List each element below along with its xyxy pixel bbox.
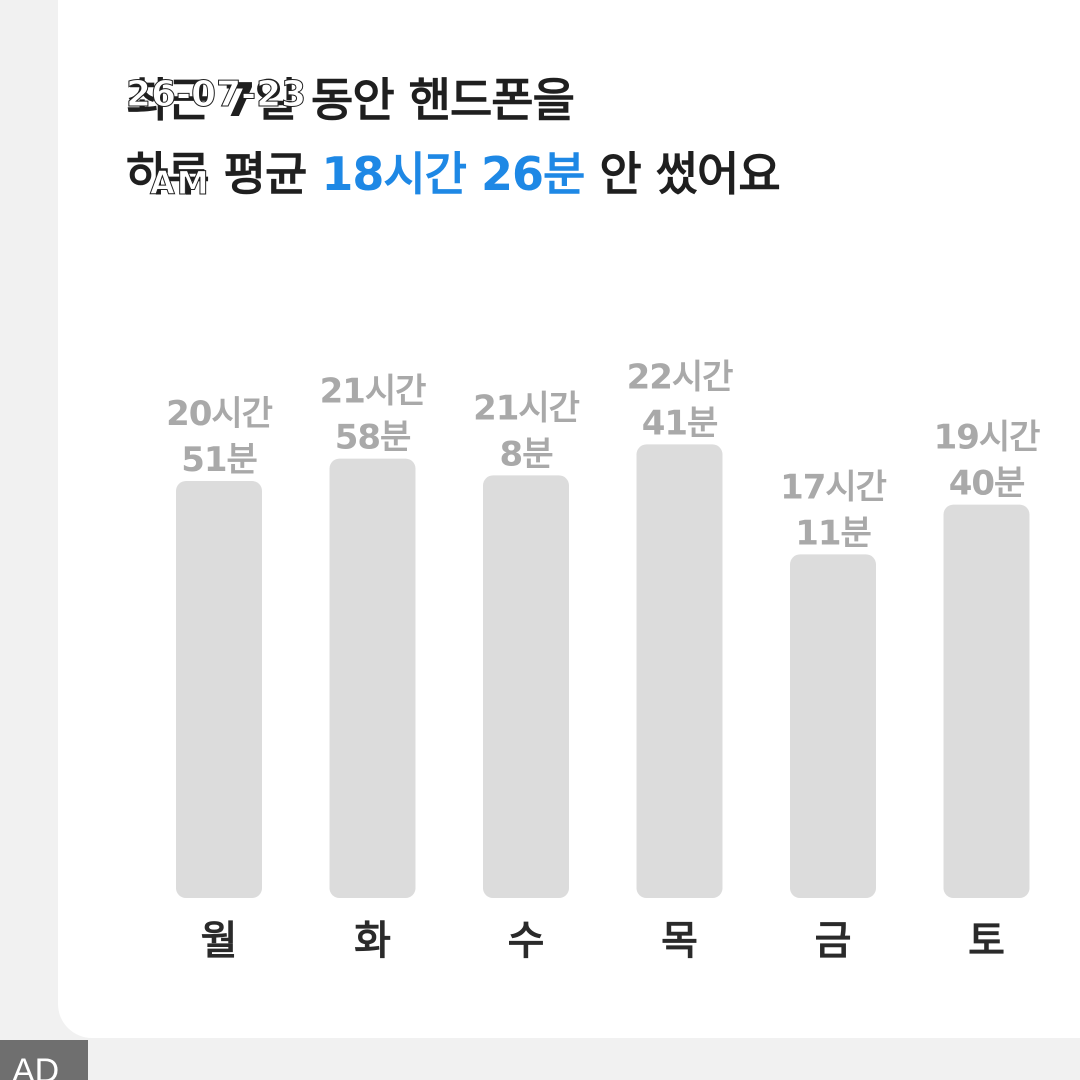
category-label-5: 토 xyxy=(968,918,1005,964)
value-label-2-1: 8분 xyxy=(500,434,554,474)
value-label-5-0: 19시간 xyxy=(934,418,1041,458)
value-label-3-1: 41분 xyxy=(642,403,718,443)
value-label-1-1: 58분 xyxy=(335,418,411,458)
timestamp-overlay: 26-07-23 xyxy=(125,74,307,116)
category-label-2: 수 xyxy=(508,918,545,964)
value-label-0-0: 20시간 xyxy=(166,394,273,434)
bar-3 xyxy=(636,444,723,898)
value-label-1-0: 21시간 xyxy=(320,372,427,412)
title-line-1: 최근 7일 동안 핸드폰을 xyxy=(126,73,575,127)
bar-5 xyxy=(943,504,1030,898)
value-label-3-0: 22시간 xyxy=(627,357,734,397)
value-label-4-1: 11분 xyxy=(795,513,871,553)
category-label-0: 월 xyxy=(201,918,238,964)
title-suffix: 안 썼어요 xyxy=(599,147,780,201)
value-label-0-1: 51분 xyxy=(181,440,257,480)
category-label-3: 목 xyxy=(661,918,698,964)
category-label-4: 금 xyxy=(815,918,852,964)
value-label-2-0: 21시간 xyxy=(473,388,580,428)
bar-2 xyxy=(483,475,569,898)
bar-1 xyxy=(329,458,416,898)
average-highlight: 18시간 26분 xyxy=(321,147,585,201)
title-line-2: 하루 평균 18시간 26분 안 썼어요 xyxy=(126,138,781,204)
value-label-4-0: 17시간 xyxy=(780,467,887,507)
ad-badge[interactable]: AD xyxy=(0,1040,88,1080)
category-label-1: 화 xyxy=(354,918,391,964)
time-overlay: AM xyxy=(150,164,211,203)
value-label-5-1: 40분 xyxy=(949,464,1025,504)
bar-4 xyxy=(790,554,876,898)
title-prefix: 하루 평균 xyxy=(126,147,307,201)
bar-0 xyxy=(176,481,262,898)
